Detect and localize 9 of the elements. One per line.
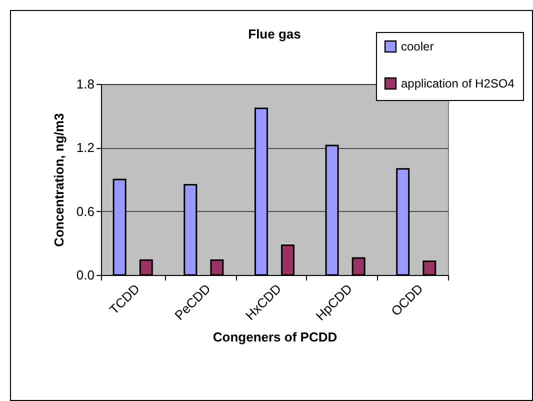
legend-label: cooler: [401, 40, 434, 54]
x-axis-title: Congeners of PCDD: [212, 329, 338, 344]
legend-label: application of H2SO4: [401, 76, 515, 90]
y-tick-label: 1.2: [76, 140, 94, 156]
y-tick-label: 1.8: [76, 76, 94, 92]
y-tick-label: 0.0: [76, 268, 94, 282]
y-axis-title: Concentration, ng/m3: [51, 113, 66, 247]
y-tick-label: 0.6: [76, 204, 94, 219]
chart-title: Flue gas: [248, 26, 301, 42]
